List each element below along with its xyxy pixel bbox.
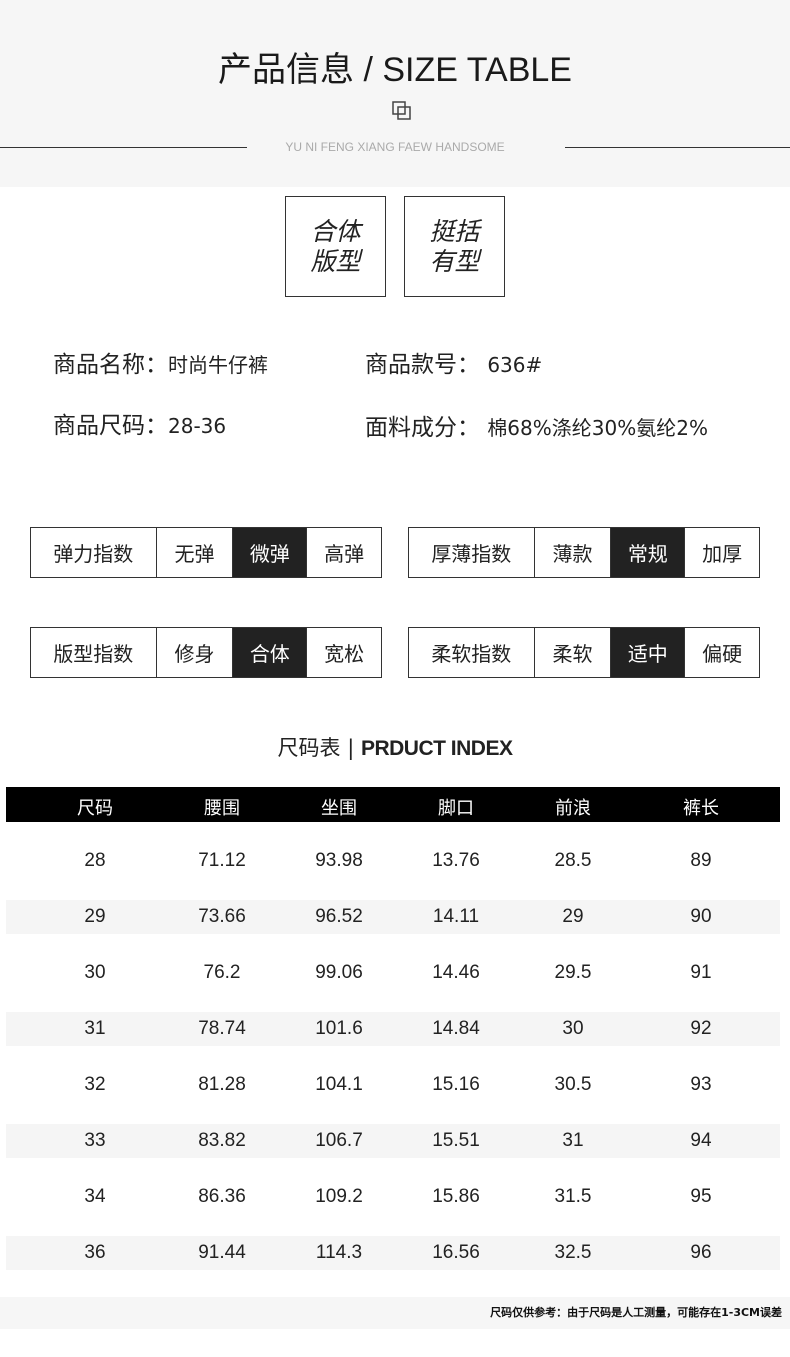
table-cell: 32.5 [554,1242,592,1263]
table-cell: 28 [84,850,106,871]
table-cell: 78.74 [198,1018,246,1039]
info-size: 商品尺码：28-36 [53,413,227,439]
table-cell: 15.51 [432,1130,480,1151]
info-fabric: 面料成分： 棉68%涤纶30%氨纶2% [365,415,708,441]
subtitle: YU NI FENG XIANG FAEW HANDSOME [285,140,505,154]
table-cell: 33 [84,1130,106,1151]
table-cell: 15.16 [432,1074,480,1095]
table-cell: 29 [562,906,584,927]
column-header: 前浪 [555,798,591,818]
table-cell: 96 [690,1242,712,1263]
table-row: 28 71.12 93.98 13.76 28.5 89 [6,844,780,878]
index-option-selected: 常规 [610,528,685,577]
table-row: 34 86.36 109.2 15.86 31.5 95 [6,1180,780,1214]
tag-shape: 挺括 有型 [404,196,505,297]
table-cell: 91.44 [198,1242,246,1263]
column-header: 裤长 [683,798,719,818]
table-cell: 73.66 [198,906,246,927]
table-cell: 89 [690,850,712,871]
column-header: 腰围 [204,798,240,818]
index-label: 弹力指数 [53,542,134,566]
index-1: 厚薄指数 薄款 常规 加厚 [408,527,760,578]
table-row: 33 83.82 106.7 15.51 31 94 [6,1124,780,1158]
index-option: 无弹 [155,528,233,577]
table-row: 31 78.74 101.6 14.84 30 92 [6,1012,780,1046]
tag-fit: 合体 版型 [285,196,386,297]
table-cell: 92 [690,1018,712,1039]
table-title: 尺码表 | PRDUCT INDEX [277,736,513,760]
table-cell: 31 [84,1018,106,1039]
table-cell: 15.86 [432,1186,480,1207]
table-cell: 104.1 [315,1074,363,1095]
table-cell: 91 [690,962,712,983]
divider-right [565,147,790,148]
column-header: 脚口 [438,798,474,818]
table-cell: 76.2 [203,962,241,983]
index-0: 弹力指数 无弹 微弹 高弹 [30,527,382,578]
footer-note: 尺码仅供参考：由于尺码是人工测量，可能存在1-3CM误差 [490,1306,782,1319]
index-option: 加厚 [684,528,759,577]
table-cell: 106.7 [315,1130,363,1151]
table-cell: 16.56 [432,1242,480,1263]
index-3: 柔软指数 柔软 适中 偏硬 [408,627,760,678]
table-cell: 71.12 [198,850,246,871]
column-header: 坐围 [321,798,357,818]
index-option: 柔软 [533,628,611,677]
index-label: 版型指数 [53,642,134,666]
table-cell: 90 [690,906,712,927]
table-cell: 14.46 [432,962,480,983]
table-cell: 93 [690,1074,712,1095]
index-label: 厚薄指数 [431,542,512,566]
info-style-number: 商品款号： 636# [365,352,543,378]
table-cell: 101.6 [315,1018,363,1039]
index-option: 高弹 [306,528,381,577]
table-cell: 94 [690,1130,712,1151]
table-cell: 109.2 [315,1186,363,1207]
index-2: 版型指数 修身 合体 宽松 [30,627,382,678]
index-option-selected: 微弹 [232,528,307,577]
table-cell: 13.76 [432,850,480,871]
index-option: 偏硬 [684,628,759,677]
table-cell: 29 [84,906,106,927]
table-cell: 114.3 [315,1242,363,1263]
table-cell: 29.5 [554,962,592,983]
table-cell: 30 [84,962,106,983]
table-cell: 95 [690,1186,712,1207]
table-cell: 34 [84,1186,106,1207]
table-row: 36 91.44 114.3 16.56 32.5 96 [6,1236,780,1270]
divider-left [0,147,247,148]
table-cell: 30 [562,1018,584,1039]
index-label: 柔软指数 [431,642,512,666]
index-option-selected: 合体 [232,628,307,677]
footer-band [0,1297,790,1329]
table-cell: 28.5 [554,850,592,871]
page-title: 产品信息 / SIZE TABLE [218,51,572,89]
index-option: 薄款 [533,528,611,577]
table-cell: 31.5 [554,1186,592,1207]
table-cell: 31 [562,1130,584,1151]
table-row: 32 81.28 104.1 15.16 30.5 93 [6,1068,780,1102]
table-cell: 86.36 [198,1186,246,1207]
index-option: 宽松 [306,628,381,677]
table-cell: 30.5 [554,1074,592,1095]
column-header: 尺码 [77,798,113,818]
table-cell: 96.52 [315,906,363,927]
table-cell: 36 [84,1242,106,1263]
table-cell: 32 [84,1074,106,1095]
overlapping-squares-icon [392,101,411,120]
table-cell: 99.06 [315,962,363,983]
table-cell: 14.11 [432,906,480,927]
index-option-selected: 适中 [610,628,685,677]
table-cell: 83.82 [198,1130,246,1151]
table-cell: 81.28 [198,1074,246,1095]
table-cell: 93.98 [315,850,363,871]
index-option: 修身 [155,628,233,677]
table-row: 29 73.66 96.52 14.11 29 90 [6,900,780,934]
table-header: 尺码 腰围 坐围 脚口 前浪 裤长 [6,787,780,822]
info-name: 商品名称：时尚牛仔裤 [53,352,268,378]
header-band [0,0,790,187]
table-cell: 14.84 [432,1018,480,1039]
table-row: 30 76.2 99.06 14.46 29.5 91 [6,956,780,990]
